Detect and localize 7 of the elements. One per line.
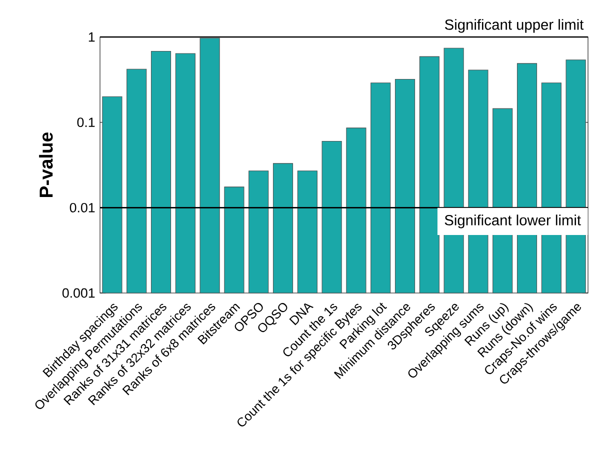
legend-label: Significant lower limit [444, 214, 581, 228]
y-tick-label: 0.001 [62, 288, 95, 298]
y-tick-label: 0.01 [70, 202, 95, 212]
ref-line-label: Significant upper limit [445, 19, 584, 33]
y-axis-title: P-value [39, 132, 53, 197]
y-tick-label: 1 [88, 32, 95, 42]
y-tick-label: 0.1 [77, 118, 95, 128]
